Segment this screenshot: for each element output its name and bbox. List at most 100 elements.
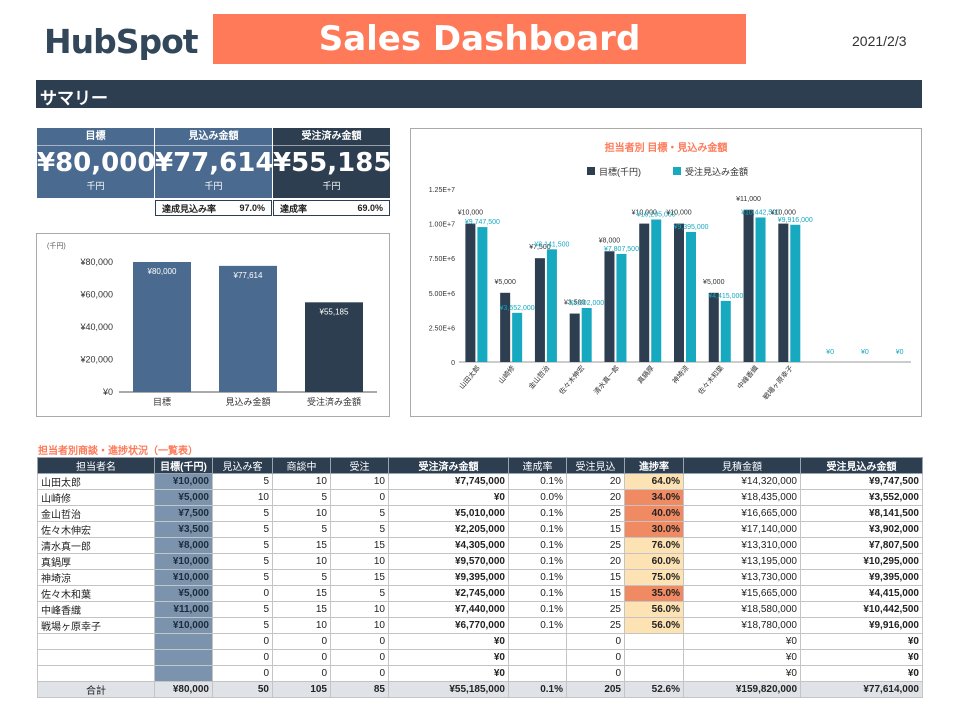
table-cell: 10: [330, 553, 389, 570]
table-cell: 0: [566, 649, 625, 666]
summary-bar-chart: (千円) ¥0 ¥20,000 ¥40,000 ¥60,000 ¥80,000 ¥80,00…: [47, 241, 377, 407]
table-cell: 10: [272, 617, 331, 634]
bar: [790, 224, 801, 362]
table-cell: ¥9,570,000: [388, 553, 509, 570]
table-cell: 0.1%: [508, 681, 567, 698]
table-cell: 0: [272, 665, 331, 682]
title-banner: Sales Dashboard: [213, 14, 746, 64]
table-cell: 佐々木伸宏: [37, 521, 155, 538]
data-label: ¥77,614: [233, 271, 263, 280]
column-header: 商談中: [272, 457, 331, 474]
kpi-card-forecast: 見込み金額 ¥77,614 千円: [155, 128, 274, 198]
table-cell: 75.0%: [624, 569, 684, 586]
table-cell: 5: [272, 489, 331, 506]
table-cell: 5: [212, 473, 273, 490]
table-row: 0 0 0 ¥0 0 ¥0 ¥0: [37, 649, 923, 666]
table-cell: ¥0: [683, 649, 801, 666]
table-cell: 30.0%: [624, 521, 684, 538]
kpi-sub-value: 69.0%: [357, 203, 383, 213]
table-cell: ¥9,395,000: [388, 569, 509, 586]
table-cell: ¥2,745,000: [388, 585, 509, 602]
table-cell: 0.1%: [508, 585, 567, 602]
table-cell: [37, 633, 155, 650]
table-cell: ¥14,320,000: [683, 473, 801, 490]
table-cell: ¥10,000: [154, 569, 213, 586]
table-cell: ¥0: [800, 665, 923, 682]
table-cell: 5: [330, 521, 389, 538]
table-cell: ¥5,010,000: [388, 505, 509, 522]
summary-chart-panel: (千円) ¥0 ¥20,000 ¥40,000 ¥60,000 ¥80,000 ¥80,00…: [36, 233, 390, 417]
table-cell: 10: [330, 473, 389, 490]
kpi-achievement-rate: 達成率 69.0%: [273, 200, 390, 216]
table-cell: ¥7,500: [154, 505, 213, 522]
table-cell: 10: [272, 473, 331, 490]
data-label: ¥9,395,000: [673, 224, 708, 231]
table-cell: 神埼涼: [37, 569, 155, 586]
table-cell: 64.0%: [624, 473, 684, 490]
bar: [500, 292, 511, 362]
bar: [133, 262, 191, 392]
table-cell: 50: [212, 681, 273, 698]
bar: [686, 231, 696, 362]
column-header: 受注: [330, 457, 389, 474]
table-cell: ¥0: [800, 633, 923, 650]
table-row: 金山哲治 ¥7,500 5 10 5 ¥5,010,000 0.1% 25 40.0% ¥16,6…: [37, 505, 923, 522]
kpi-label: 目標: [37, 128, 154, 146]
table-cell: ¥0: [388, 489, 509, 506]
table-cell: 15: [566, 521, 625, 538]
kpi-value: ¥77,614: [155, 148, 274, 178]
table-row: 清水真一郎 ¥8,000 5 15 15 ¥4,305,000 0.1% 25 76.0% ¥13…: [37, 537, 923, 554]
summary-section-bar: サマリー: [36, 80, 922, 109]
table-cell: 0: [330, 649, 389, 666]
x-tick-label: 神埼涼: [670, 364, 690, 386]
column-header: 目標(千円): [154, 457, 213, 474]
table-cell: ¥3,552,000: [800, 489, 923, 506]
unit-label: (千円): [47, 241, 66, 250]
bar: [639, 223, 650, 362]
table-cell: ¥13,730,000: [683, 569, 801, 586]
table-cell: 0: [212, 585, 273, 602]
data-label: ¥3,902,000: [569, 300, 604, 307]
table-cell: ¥10,442,500: [800, 601, 923, 618]
table-cell: 25: [566, 505, 625, 522]
table-cell: 56.0%: [624, 601, 684, 618]
bar: [581, 307, 592, 362]
kpi-unit: 千円: [204, 181, 223, 191]
table-cell: 10: [272, 505, 331, 522]
x-tick-label: 清水真一郎: [592, 364, 621, 397]
table-cell: ¥18,580,000: [683, 601, 801, 618]
bar: [743, 209, 754, 362]
table-cell: ¥9,916,000: [800, 617, 923, 634]
table-cell: ¥9,395,000: [800, 569, 923, 586]
y-tick-label: ¥0: [102, 387, 113, 397]
column-header: 受注済み金額: [388, 457, 509, 474]
table-cell: [508, 665, 567, 682]
table-cell: 10: [272, 553, 331, 570]
table-cell: 15: [566, 569, 625, 586]
legend-label: 目標(千円): [599, 166, 641, 177]
kpi-sub-label: 達成率: [280, 203, 308, 214]
report-date: 2021/2/3: [852, 33, 907, 49]
table-cell: 0: [330, 489, 389, 506]
data-label: ¥7,500: [529, 244, 551, 251]
table-cell: 0: [330, 633, 389, 650]
hubspot-logo: HubSpot: [44, 22, 199, 68]
table-cell: 0.1%: [508, 537, 567, 554]
data-label: ¥9,916,000: [778, 217, 813, 224]
table-cell: ¥4,415,000: [800, 585, 923, 602]
table-row: 真鍋厚 ¥10,000 5 10 10 ¥9,570,000 0.1% 20 60.0% ¥13,…: [37, 553, 923, 570]
table-cell: 56.0%: [624, 617, 684, 634]
table-cell: 15: [272, 585, 331, 602]
table-cell: 5: [212, 569, 273, 586]
table-cell: 0: [566, 633, 625, 650]
table-cell: 5: [330, 505, 389, 522]
y-tick-label: ¥60,000: [79, 290, 113, 300]
table-row: 戦場ヶ原幸子 ¥10,000 5 10 10 ¥6,770,000 0.1% 25 56.0% ¥…: [37, 617, 923, 634]
table-cell: 0.1%: [508, 521, 567, 538]
kpi-unit: 千円: [322, 181, 341, 191]
kpi-forecast-rate: 達成見込み率 97.0%: [155, 200, 272, 216]
table-row: 山崎修 ¥5,000 10 5 0 ¥0 0.0% 20 34.0% ¥18,435,000 ¥3,…: [37, 489, 923, 506]
table-cell: [624, 665, 684, 682]
table-cell: [154, 665, 213, 682]
